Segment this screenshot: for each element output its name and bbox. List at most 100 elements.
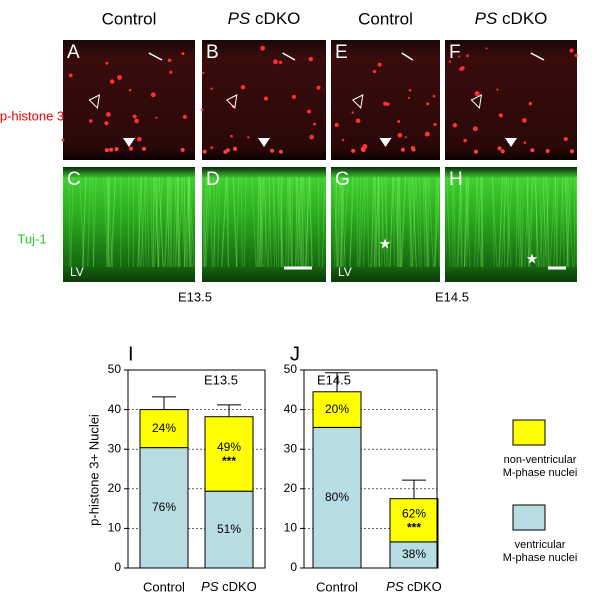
fiber <box>251 176 257 268</box>
fiber <box>140 176 147 268</box>
column-header: Control <box>358 9 413 28</box>
panel-letter: A <box>67 42 80 63</box>
legend-swatch <box>512 504 546 531</box>
fiber <box>464 176 467 268</box>
fiber <box>418 176 422 268</box>
nucleus <box>372 69 377 74</box>
y-tick-label: 10 <box>108 521 122 535</box>
nucleus <box>521 118 527 123</box>
fiber <box>263 176 268 268</box>
y-tick-label: 10 <box>284 521 298 535</box>
percent-label: 24% <box>152 421 176 435</box>
fiber <box>561 176 565 268</box>
row-label: p-histone 3 <box>0 108 64 123</box>
fiber <box>144 176 147 268</box>
fiber <box>272 176 275 268</box>
percent-label: 38% <box>402 547 426 561</box>
x-tick-label: PS cDKO <box>201 579 257 594</box>
fiber <box>184 176 190 268</box>
fiber <box>294 176 298 268</box>
y-tick-label: 50 <box>284 362 298 376</box>
nucleus <box>433 122 437 127</box>
fiber <box>474 176 478 268</box>
nucleus <box>240 84 246 90</box>
image-panels: Control PS cDKO Control PS cDKO A B E F C D G Hp-hi… <box>0 9 578 304</box>
fiber <box>526 176 530 268</box>
nucleus <box>473 149 478 154</box>
nucleus <box>182 114 187 119</box>
fiber <box>542 176 546 268</box>
fiber <box>373 176 380 268</box>
y-axis-label: p-histone 3+ Nuclei <box>86 414 101 526</box>
fiber <box>288 176 291 268</box>
lv-label: LV <box>338 265 352 279</box>
fiber <box>437 176 440 268</box>
nucleus <box>88 119 93 123</box>
fiber <box>259 176 264 268</box>
nucleus <box>563 136 568 142</box>
nucleus <box>180 147 185 152</box>
fiber <box>411 176 417 268</box>
fiber <box>521 176 524 268</box>
fiber <box>70 176 74 268</box>
fiber <box>554 176 558 268</box>
fiber <box>107 176 110 268</box>
legend-label: ventricular M-phase nuclei <box>503 539 578 564</box>
fiber <box>258 176 263 268</box>
fiber <box>308 176 313 268</box>
fiber <box>157 176 163 268</box>
nucleus <box>202 71 205 74</box>
fiber <box>221 176 228 268</box>
panel-letter: J <box>290 343 300 365</box>
panel-letter: I <box>128 343 134 365</box>
fiber <box>209 176 213 268</box>
fiber <box>273 176 278 268</box>
fiber <box>465 176 471 268</box>
nucleus <box>334 122 339 127</box>
fiber <box>213 176 216 268</box>
nucleus <box>386 102 390 106</box>
nucleus <box>109 147 114 152</box>
panel-letter: E <box>335 42 348 63</box>
nucleus <box>397 119 401 123</box>
fiber <box>285 176 289 268</box>
star: ★ <box>379 236 392 252</box>
nucleus <box>132 114 137 119</box>
nucleus <box>202 149 207 154</box>
fiber <box>305 176 310 268</box>
fiber <box>459 176 462 268</box>
nucleus <box>291 94 296 99</box>
fiber <box>526 176 531 268</box>
nucleus <box>463 138 467 143</box>
fiber <box>534 176 539 268</box>
fiber <box>340 176 344 268</box>
fiber <box>82 176 87 268</box>
fiber <box>392 176 395 268</box>
fiber <box>300 176 304 268</box>
nucleus <box>260 45 266 51</box>
percent-label: 62% <box>402 506 426 520</box>
arrow <box>401 52 414 61</box>
fiber <box>498 176 504 268</box>
arrowhead <box>379 138 392 147</box>
fiber <box>566 176 572 268</box>
fiber <box>295 176 302 268</box>
nucleus <box>410 146 415 151</box>
fiber <box>396 176 399 268</box>
fiber <box>150 176 153 268</box>
fiber <box>107 176 113 268</box>
fiber <box>524 176 529 268</box>
panel-letter: B <box>206 42 219 63</box>
bar-segment <box>312 391 362 428</box>
bar-segment <box>389 498 439 543</box>
fiber <box>399 176 401 268</box>
fiber <box>203 176 210 268</box>
fiber <box>370 176 375 268</box>
nucleus <box>570 149 575 154</box>
fiber <box>412 176 417 268</box>
fiber <box>295 176 299 268</box>
nucleus <box>452 123 458 128</box>
nucleus <box>225 148 230 153</box>
nucleus <box>496 88 499 91</box>
